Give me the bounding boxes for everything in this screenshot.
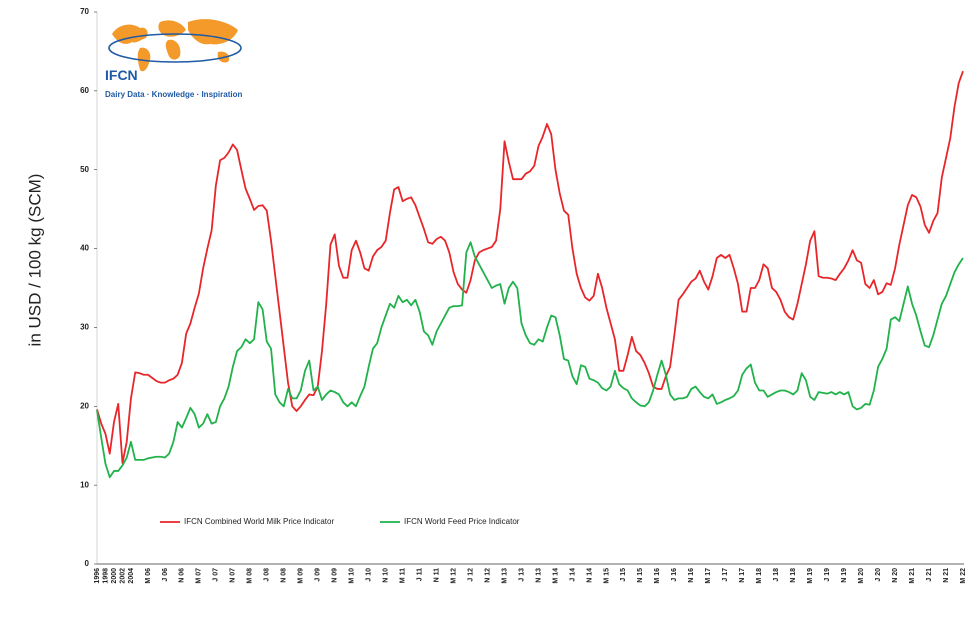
x-tick-label: J 06 <box>162 568 169 582</box>
x-tick-label: N 08 <box>281 568 288 583</box>
y-tick-label: 10 <box>80 480 89 489</box>
legend: IFCN Combined World Milk Price Indicator… <box>160 517 520 526</box>
x-tick-label: N 11 <box>433 568 440 583</box>
y-tick-label: 50 <box>80 165 89 174</box>
x-tick-label: J 15 <box>620 568 627 582</box>
x-tick-label: N 21 <box>943 568 950 583</box>
x-tick-label: N 06 <box>179 568 186 583</box>
x-tick-label: M 06 <box>145 568 152 584</box>
x-tick-label: J 07 <box>213 568 220 582</box>
logo: IFCN Dairy Data · Knowledge · Inspiratio… <box>105 19 242 99</box>
y-axis-title: in USD / 100 kg (SCM) <box>25 174 44 347</box>
logo-name: IFCN <box>105 67 138 83</box>
x-tick-label: M 14 <box>552 568 559 584</box>
x-tick-label: J 14 <box>569 568 576 582</box>
x-tick-label: M 11 <box>399 568 406 583</box>
x-tick-label: M 12 <box>450 568 457 584</box>
x-tick-label: J 08 <box>264 568 271 582</box>
x-tick-label: J 17 <box>722 568 729 582</box>
x-tick-label: J 21 <box>926 568 933 582</box>
x-tick-label: M 08 <box>247 568 254 584</box>
y-tick-label: 60 <box>80 86 89 95</box>
series-line <box>96 70 964 464</box>
y-tick-label: 40 <box>80 244 89 253</box>
x-tick-label: N 09 <box>332 568 339 583</box>
x-tick-label: J 16 <box>671 568 678 582</box>
x-tick-label: M 07 <box>196 568 203 584</box>
x-tick-label: M 13 <box>501 568 508 584</box>
y-tick-label: 0 <box>85 559 90 568</box>
logo-tagline: Dairy Data · Knowledge · Inspiration <box>105 90 242 99</box>
x-tick-label: J 18 <box>773 568 780 582</box>
x-tick-label: 2004 <box>128 568 135 584</box>
legend-label: IFCN World Feed Price Indicator <box>404 517 520 526</box>
x-tick-label: N 20 <box>892 568 899 583</box>
x-tick-label: N 19 <box>841 568 848 583</box>
x-tick-label: J 11 <box>416 568 423 581</box>
x-tick-label: N 07 <box>230 568 237 583</box>
legend-label: IFCN Combined World Milk Price Indicator <box>184 517 334 526</box>
x-tick-label: M 21 <box>909 568 916 584</box>
x-tick-label: 2002 <box>119 568 126 584</box>
x-tick-label: M 18 <box>756 568 763 584</box>
x-tick-label: N 16 <box>688 568 695 583</box>
x-tick-label: M 16 <box>654 568 661 584</box>
logo-orbit <box>108 33 242 63</box>
y-tick-label: 20 <box>80 401 89 410</box>
x-tick-label: J 12 <box>467 568 474 582</box>
x-tick-label: N 17 <box>739 568 746 583</box>
x-tick-label: N 14 <box>586 568 593 583</box>
x-tick-label: 1998 <box>102 568 109 584</box>
x-tick-label: M 17 <box>705 568 712 584</box>
x-tick-label: J 19 <box>824 568 831 582</box>
y-tick-label: 70 <box>80 7 89 16</box>
y-tick-label: 30 <box>80 323 89 332</box>
x-tick-label: J 10 <box>366 568 373 582</box>
x-tick-label: M 20 <box>858 568 865 584</box>
x-tick-label: M 15 <box>603 568 610 584</box>
x-tick-label: N 10 <box>383 568 390 583</box>
x-tick-label: J 09 <box>315 568 322 582</box>
series-line <box>96 241 964 479</box>
x-tick-label: M 19 <box>807 568 814 584</box>
x-tick-label: N 18 <box>790 568 797 583</box>
x-tick-label: M 09 <box>298 568 305 584</box>
x-tick-label: J 20 <box>875 568 882 582</box>
x-tick-label: M 10 <box>349 568 356 584</box>
x-tick-label: M 22 <box>960 568 967 584</box>
x-tick-label: 1996 <box>94 568 101 584</box>
x-tick-label: N 13 <box>535 568 542 583</box>
x-tick-label: J 13 <box>518 568 525 582</box>
logo-map <box>112 19 238 72</box>
x-tick-label: N 15 <box>637 568 644 583</box>
x-tick-label: 2000 <box>111 568 118 584</box>
x-tick-label: N 12 <box>484 568 491 583</box>
